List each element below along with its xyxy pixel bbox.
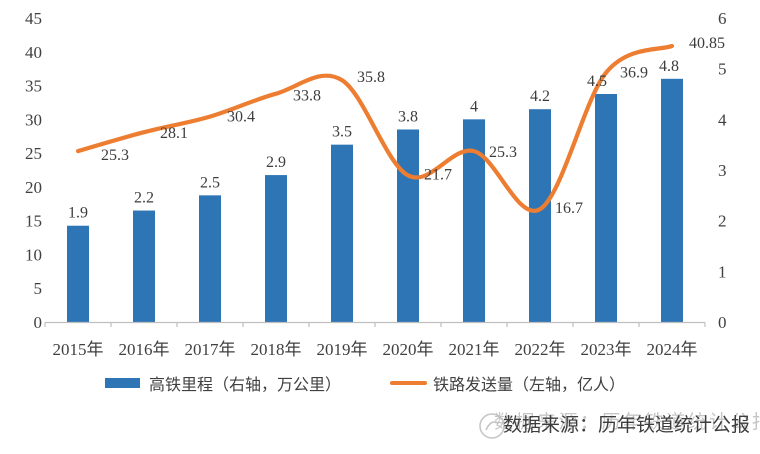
line-label-2016年: 28.1 — [160, 125, 188, 142]
legend-line-swatch — [390, 381, 427, 385]
y-axis-left-tick: 20 — [25, 178, 42, 197]
bar-label-2022年: 4.2 — [530, 88, 550, 105]
y-axis-right-tick: 4 — [718, 110, 727, 129]
legend-bar-swatch — [105, 378, 140, 388]
bar-2021年 — [463, 119, 485, 322]
watermark-text: 数据来源：历年铁道统计公报 — [493, 412, 760, 433]
line-label-2015年: 25.3 — [101, 147, 129, 164]
x-axis-label-2024年: 2024年 — [647, 340, 698, 359]
bar-2024年 — [661, 78, 683, 322]
y-axis-right-tick: 6 — [718, 9, 727, 28]
y-axis-right-tick: 3 — [718, 161, 727, 180]
bar-2016年 — [133, 210, 155, 322]
line-label-2024年: 40.85 — [689, 35, 725, 52]
y-axis-left-tick: 45 — [25, 9, 42, 28]
bar-label-2019年: 3.5 — [332, 124, 352, 141]
x-axis-label-2020年: 2020年 — [383, 340, 434, 359]
bar-label-2020年: 3.8 — [398, 108, 418, 125]
line-label-2018年: 33.8 — [293, 88, 321, 105]
watermark-logo-icon — [479, 413, 505, 439]
x-axis-label-2019年: 2019年 — [317, 340, 368, 359]
bar-label-2024年: 4.8 — [659, 58, 679, 75]
y-axis-left-tick: 10 — [25, 245, 42, 264]
y-axis-left-tick: 15 — [25, 212, 42, 231]
y-axis-left-tick: 30 — [25, 110, 42, 129]
x-axis-label-2017年: 2017年 — [185, 340, 236, 359]
line-label-2019年: 35.8 — [357, 69, 385, 86]
bar-label-2016年: 2.2 — [134, 190, 154, 207]
bar-label-2023年: 4.5 — [587, 73, 607, 90]
caption-text: 数据来源：历年铁道统计公报 — [502, 415, 750, 436]
bar-2019年 — [331, 144, 353, 322]
x-axis-label-2016年: 2016年 — [119, 340, 170, 359]
legend-label: 高铁里程（右轴，万公里） — [149, 377, 342, 394]
bar-2023年 — [595, 94, 617, 322]
legend-label: 铁路发送量（左轴，亿人） — [433, 377, 626, 394]
line-series-path — [75, 43, 675, 213]
bar-label-2015年: 1.9 — [68, 205, 88, 222]
source-caption: 数据来源：历年铁道统计公报 数据来源：历年铁道统计公报 — [477, 410, 760, 442]
legend-item-hsr-mileage: 高铁里程（右轴，万公里） — [105, 374, 342, 394]
line-label-2020年: 21.7 — [424, 166, 452, 183]
y-axis-right-tick: 0 — [718, 313, 727, 332]
bar-label-2018年: 2.9 — [266, 154, 286, 171]
y-axis-left-tick: 5 — [34, 279, 43, 298]
bar-2020年 — [397, 129, 419, 322]
bar-2015年 — [67, 225, 89, 322]
y-axis-right-tick: 5 — [718, 60, 727, 79]
line-label-2021年: 25.3 — [489, 144, 517, 161]
y-axis-left-tick: 40 — [25, 43, 42, 62]
bar-2022年 — [529, 109, 551, 322]
x-axis-label-2018年: 2018年 — [251, 340, 302, 359]
x-axis-label-2021年: 2021年 — [449, 340, 500, 359]
line-label-2017年: 30.4 — [227, 109, 255, 126]
y-axis-left-tick: 25 — [25, 144, 42, 163]
y-axis-right-tick: 1 — [718, 262, 727, 281]
x-axis-label-2015年: 2015年 — [53, 340, 104, 359]
x-axis-label-2022年: 2022年 — [515, 340, 566, 359]
bar-label-2017年: 2.5 — [200, 174, 220, 191]
line-label-2023年: 36.9 — [620, 65, 648, 82]
bar-2017年 — [199, 195, 221, 322]
y-axis-left-tick: 0 — [34, 313, 43, 332]
source-caption-text: 数据来源：历年铁道统计公报 数据来源：历年铁道统计公报 — [494, 411, 760, 441]
bar-label-2021年: 4 — [470, 98, 478, 115]
line-label-2022年: 16.7 — [555, 200, 583, 217]
y-axis-left-tick: 35 — [25, 77, 42, 96]
legend-item-rail-passengers: 铁路发送量（左轴，亿人） — [390, 374, 626, 394]
x-axis-label-2023年: 2023年 — [581, 340, 632, 359]
bar-2018年 — [265, 175, 287, 322]
y-axis-right-tick: 2 — [718, 212, 727, 231]
